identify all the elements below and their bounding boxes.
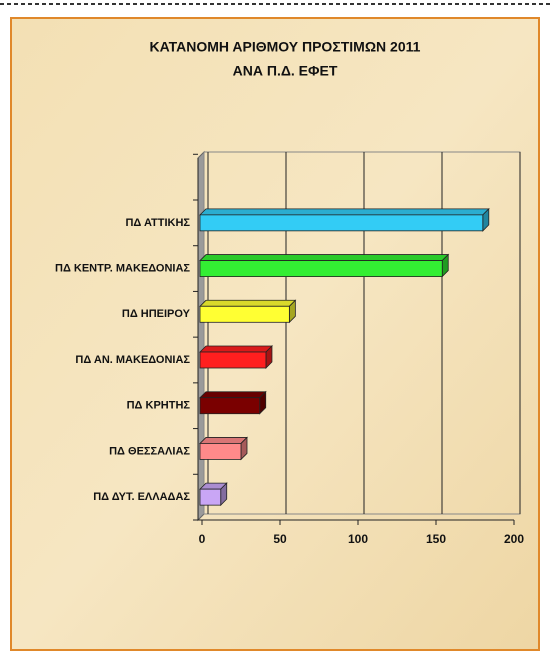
y-tick-label: ΠΔ ΑΤΤΙΚΗΣ [125, 217, 190, 229]
bar [199, 214, 484, 232]
bar-top [199, 299, 297, 307]
bar-top [199, 437, 248, 444]
chart-title: ΑΝΑ Π.Δ. ΕΦΕΤ [233, 63, 338, 79]
x-tick-label: 50 [273, 532, 287, 546]
bar-top [199, 254, 450, 261]
y-tick-label: ΠΔ ΔΥΤ. ΕΛΛΑΔΑΣ [93, 491, 190, 503]
y-tick-label: ΠΔ ΚΕΝΤΡ. ΜΑΚΕΔΟΝΙΑΣ [55, 262, 190, 274]
y-tick-label: ΠΔ ΘΕΣΣΑΛΙΑΣ [109, 445, 190, 457]
x-tick-label: 150 [426, 532, 446, 546]
plot: 0 50 100 150 200 ΠΔ ΑΤΤΙΚΗΣ ΠΔ ΚΕΝΤΡ. ΜΑΚΕΔΟΝΙ… [55, 150, 524, 546]
chart-frame [10, 17, 540, 651]
x-tick-label: 0 [199, 532, 206, 546]
y-tick-label: ΠΔ ΗΠΕΙΡΟΥ [122, 308, 191, 320]
bar-top [199, 208, 490, 216]
bar [199, 260, 443, 277]
y-tick-label: ΠΔ ΑΝ. ΜΑΚΕΔΟΝΙΑΣ [75, 354, 190, 366]
chart-title: ΚΑΤΑΝΟΜΗ ΑΡΙΘΜΟΥ ΠΡΟΣΤΙΜΩΝ 2011 [150, 39, 421, 55]
x-tick-label: 200 [504, 532, 524, 546]
y-tick-label: ΠΔ ΚΡΗΤΗΣ [127, 400, 191, 412]
bar-top [199, 391, 267, 399]
x-tick-label: 100 [348, 532, 368, 546]
bar [199, 488, 222, 506]
bar [199, 351, 267, 369]
bar [199, 305, 290, 323]
bar [199, 397, 261, 415]
side-wall [197, 150, 205, 522]
bar-top [199, 345, 273, 353]
bar [199, 443, 242, 460]
